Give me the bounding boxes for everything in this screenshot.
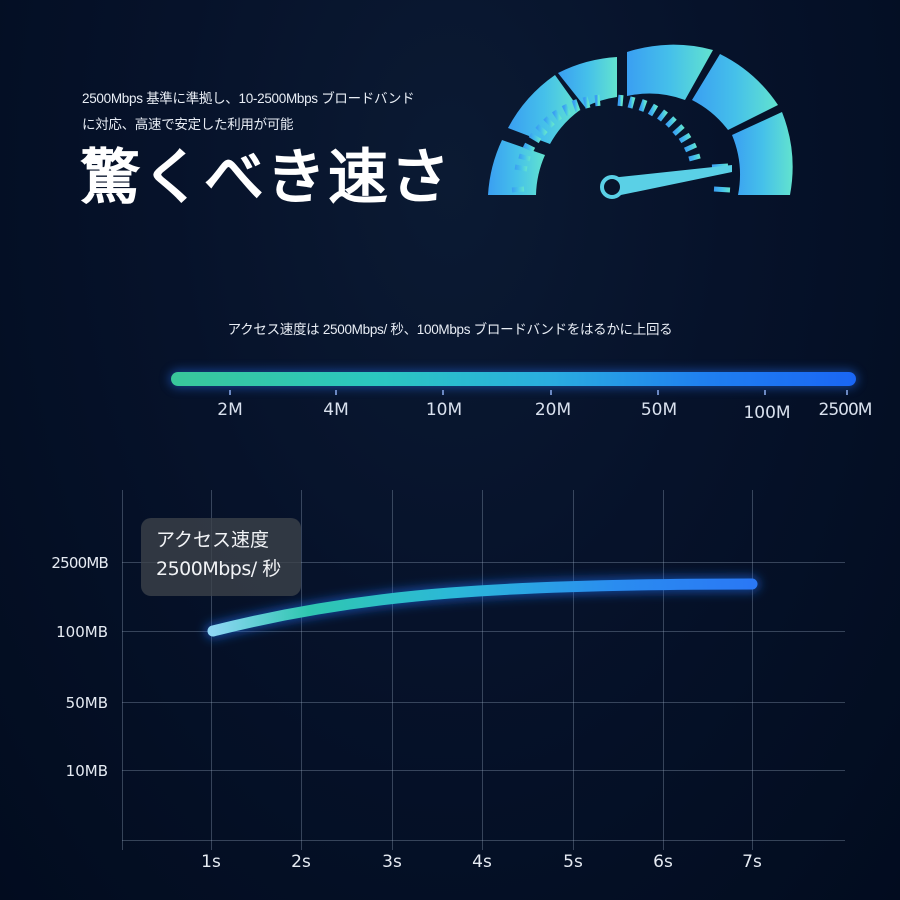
- x-label-4s: 4s: [472, 852, 492, 872]
- bar-label-2m: 2M: [217, 400, 243, 420]
- y-label-10mb: 10MB: [65, 762, 108, 780]
- gridline-10mb: [122, 770, 845, 771]
- gridline-100mb: [122, 631, 845, 632]
- gridline-6s: [663, 490, 664, 850]
- bar-tick: [764, 390, 766, 395]
- speed-tooltip: アクセス速度 2500Mbps/ 秒: [141, 518, 301, 596]
- subtitle-line-2: に対応、高速で安定した利用が可能: [82, 117, 294, 132]
- bar-label-10m: 10M: [425, 400, 463, 420]
- gridline-7s: [752, 490, 753, 850]
- gridline-3s: [392, 490, 393, 850]
- y-axis-line: [122, 490, 123, 850]
- bar-tick: [229, 390, 231, 395]
- gridline-1s: [211, 490, 212, 850]
- chart-baseline: [122, 840, 845, 841]
- gridline-50mb: [122, 702, 845, 703]
- x-label-1s: 1s: [201, 852, 221, 872]
- bar-label-2500m: 2500M: [818, 400, 873, 420]
- bar-tick: [550, 390, 552, 395]
- x-label-7s: 7s: [742, 852, 762, 872]
- subtitle-line-1: 2500Mbps 基準に準拠し、10-2500Mbps ブロードバンド: [82, 91, 415, 106]
- gridline-5s: [573, 490, 574, 850]
- bar-tick: [657, 390, 659, 395]
- bar-label-100m: 100M: [743, 403, 791, 423]
- bar-label-50m: 50M: [640, 400, 678, 420]
- bar-tick: [335, 390, 337, 395]
- tooltip-value: 2500Mbps/ 秒: [156, 558, 281, 580]
- y-label-100mb: 100MB: [56, 623, 108, 641]
- gridline-2500mb: [122, 562, 845, 563]
- x-label-6s: 6s: [653, 852, 673, 872]
- x-label-5s: 5s: [563, 852, 583, 872]
- tooltip-title: アクセス速度: [156, 529, 270, 551]
- bar-label-20m: 20M: [534, 400, 572, 420]
- x-label-2s: 2s: [291, 852, 311, 872]
- header-subtitle: 2500Mbps 基準に準拠し、10-2500Mbps ブロードバンド に対応、…: [82, 86, 462, 138]
- speed-bar-caption: アクセス速度は 2500Mbps/ 秒、100Mbps ブロードバンドをはるかに…: [227, 322, 673, 337]
- bar-tick: [846, 390, 848, 395]
- speedometer-icon: [470, 30, 810, 210]
- bar-tick: [442, 390, 444, 395]
- y-label-50mb: 50MB: [65, 694, 108, 712]
- speed-gradient-bar: [171, 372, 856, 386]
- x-label-3s: 3s: [382, 852, 402, 872]
- gridline-4s: [482, 490, 483, 850]
- gridline-2s: [301, 490, 302, 850]
- bar-label-4m: 4M: [323, 400, 349, 420]
- page-title: 驚くべき速さ: [80, 143, 452, 213]
- y-label-2500mb: 2500MB: [51, 554, 108, 572]
